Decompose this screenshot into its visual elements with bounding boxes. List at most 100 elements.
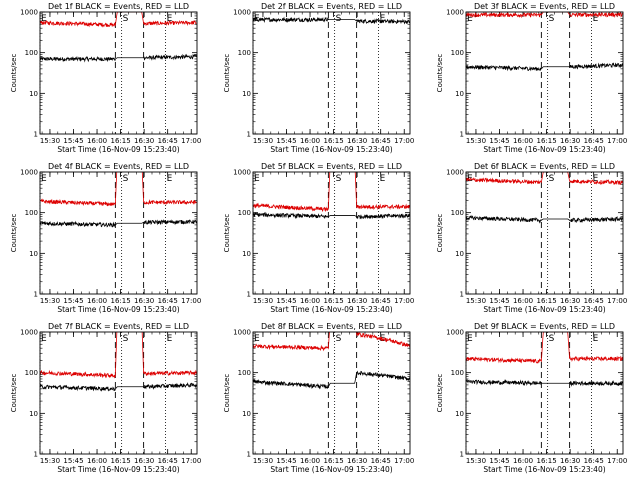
y-axis-label: Counts/sec — [223, 214, 231, 253]
y-tick-label: 1 — [460, 291, 464, 299]
panel-5: Det 5f BLACK = Events, RED = LLD 1 10 100 10… — [223, 162, 414, 314]
panel-title: Det 8f BLACK = Events, RED = LLD — [261, 322, 402, 331]
x-tick-label: 16:45 — [584, 297, 604, 305]
x-tick-label: 16:30 — [134, 297, 154, 305]
panel-title: Det 7f BLACK = Events, RED = LLD — [48, 322, 189, 331]
x-tick-label: 17:00 — [394, 297, 414, 305]
x-tick-label: 16:30 — [347, 297, 367, 305]
x-tick-label: 16:00 — [513, 137, 533, 145]
plot-area — [466, 12, 623, 72]
y-tick-label: 1000 — [446, 329, 464, 337]
panel-title: Det 2f BLACK = Events, RED = LLD — [261, 2, 402, 11]
x-tick-label: 15:30 — [253, 297, 273, 305]
marker-label: E — [593, 174, 599, 184]
series-events-line — [40, 219, 197, 228]
x-tick-label: 15:30 — [466, 297, 486, 305]
y-tick-label: 100 — [451, 369, 464, 377]
x-tick-label: 15:30 — [40, 457, 60, 465]
x-tick-label: 15:45 — [63, 457, 83, 465]
y-tick-label: 100 — [238, 209, 251, 217]
series-events-line — [40, 53, 197, 63]
x-tick-label: 16:45 — [158, 457, 178, 465]
x-tick-label: 16:00 — [300, 137, 320, 145]
x-tick-label: 16:45 — [584, 137, 604, 145]
y-tick-label: 1000 — [20, 329, 38, 337]
plot-frame — [39, 331, 198, 455]
y-tick-label: 10 — [242, 250, 251, 258]
plot-frame — [39, 171, 198, 295]
marker-label: E — [380, 14, 386, 24]
panel-6: Det 6f BLACK = Events, RED = LLD 1 10 100 10… — [436, 162, 627, 314]
y-tick-label: 1 — [34, 131, 38, 139]
x-tick-label: 15:45 — [489, 457, 509, 465]
y-tick-label: 10 — [242, 90, 251, 98]
x-axis-label: Start Time (16-Nov-09 15:23:40) — [270, 305, 392, 314]
panel-9: Det 9f BLACK = Events, RED = LLD 1 10 100 10… — [436, 322, 627, 474]
y-tick-label: 100 — [238, 369, 251, 377]
x-axis-label: Start Time (16-Nov-09 15:23:40) — [270, 145, 392, 154]
x-tick-label: 16:30 — [347, 457, 367, 465]
plot-area — [253, 332, 410, 390]
y-tick-label: 1000 — [20, 9, 38, 17]
x-axis-label: Start Time (16-Nov-09 15:23:40) — [57, 465, 179, 474]
panel-7: Det 7f BLACK = Events, RED = LLD 1 10 100 10… — [10, 322, 201, 474]
x-tick-label: 16:00 — [513, 457, 533, 465]
x-tick-label: 16:00 — [87, 297, 107, 305]
x-tick-label: 15:45 — [489, 137, 509, 145]
x-tick-label: 16:45 — [371, 297, 391, 305]
y-tick-label: 10 — [29, 410, 38, 418]
marker-label: E — [467, 334, 473, 344]
panel-title: Det 1f BLACK = Events, RED = LLD — [48, 2, 189, 11]
x-tick-label: 15:45 — [489, 297, 509, 305]
series-events-line — [466, 379, 623, 387]
y-tick-label: 100 — [451, 49, 464, 57]
series-events-line — [253, 16, 410, 25]
y-tick-label: 1000 — [446, 9, 464, 17]
x-tick-label: 16:45 — [158, 297, 178, 305]
plot-area — [40, 332, 197, 392]
x-axis-label: Start Time (16-Nov-09 15:23:40) — [57, 305, 179, 314]
x-tick-label: 15:45 — [276, 457, 296, 465]
panel-2: Det 2f BLACK = Events, RED = LLD 1 10 100 10… — [223, 2, 414, 154]
panel-title: Det 3f BLACK = Events, RED = LLD — [474, 2, 615, 11]
x-axis-label: Start Time (16-Nov-09 15:23:40) — [483, 145, 605, 154]
panel-title: Det 4f BLACK = Events, RED = LLD — [48, 162, 189, 171]
marker-label: E — [41, 14, 47, 24]
plot-frame — [465, 11, 624, 135]
marker-label: E — [41, 174, 47, 184]
panel-4: Det 4f BLACK = Events, RED = LLD 1 10 100 10… — [10, 162, 201, 314]
panel-8: Det 8f BLACK = Events, RED = LLD 1 10 100 10… — [223, 322, 414, 474]
x-tick-label: 17:00 — [607, 457, 627, 465]
y-axis-label: Counts/sec — [223, 54, 231, 93]
panel-title: Det 5f BLACK = Events, RED = LLD — [261, 162, 402, 171]
y-tick-label: 1 — [34, 451, 38, 459]
marker-label: E — [380, 174, 386, 184]
x-tick-label: 15:45 — [63, 137, 83, 145]
x-tick-label: 17:00 — [394, 457, 414, 465]
y-tick-label: 10 — [455, 90, 464, 98]
x-tick-label: 17:00 — [394, 137, 414, 145]
x-tick-label: 15:30 — [253, 137, 273, 145]
plot-area — [466, 332, 623, 387]
marker-label: E — [254, 174, 260, 184]
marker-label: S — [336, 174, 342, 184]
y-tick-label: 10 — [29, 90, 38, 98]
x-tick-label: 16:00 — [87, 137, 107, 145]
x-axis-label: Start Time (16-Nov-09 15:23:40) — [483, 305, 605, 314]
x-tick-label: 17:00 — [607, 297, 627, 305]
x-tick-label: 16:15 — [536, 297, 556, 305]
x-tick-label: 17:00 — [181, 137, 201, 145]
y-tick-label: 1000 — [233, 9, 251, 17]
plot-frame — [252, 331, 411, 455]
series-events-line — [466, 214, 623, 224]
y-tick-label: 10 — [455, 250, 464, 258]
series-events-line — [40, 382, 197, 392]
series-lld-line — [466, 12, 623, 19]
series-lld-line — [253, 172, 410, 213]
y-tick-label: 1 — [34, 291, 38, 299]
y-tick-label: 100 — [238, 49, 251, 57]
y-tick-label: 100 — [451, 209, 464, 217]
panel-1: Det 1f BLACK = Events, RED = LLD 1 10 100 10… — [10, 2, 201, 154]
y-tick-label: 1000 — [233, 169, 251, 177]
